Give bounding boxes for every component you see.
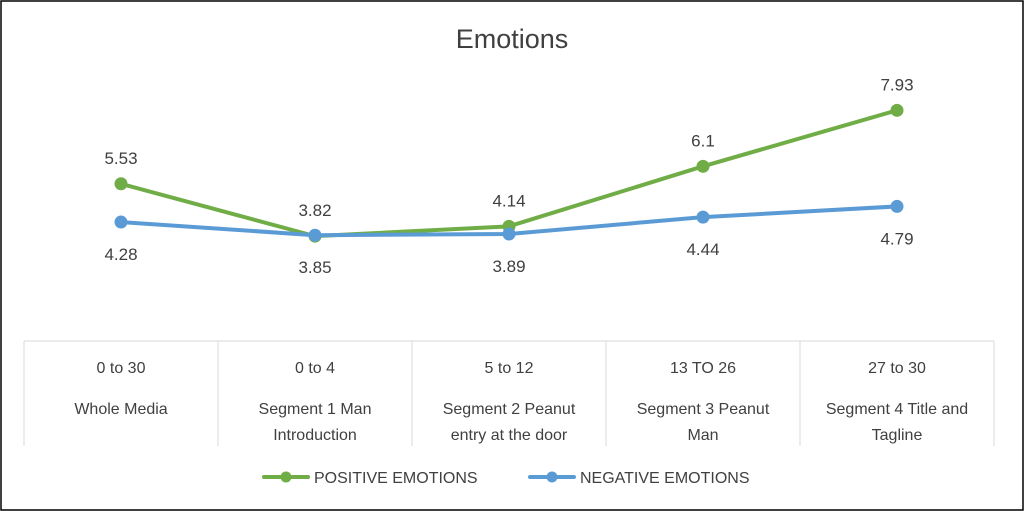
category-range-label: 0 to 30 xyxy=(97,360,146,377)
data-point xyxy=(890,103,904,117)
category-range-label: 13 TO 26 xyxy=(670,360,736,377)
legend-label: POSITIVE EMOTIONS xyxy=(314,470,478,487)
category-range-label: 0 to 4 xyxy=(295,360,335,377)
category-segment-label: Segment 4 Title and xyxy=(826,401,968,418)
data-label: 6.1 xyxy=(691,131,715,150)
category-segment-label: Segment 1 Man xyxy=(259,401,372,418)
category-segment-label: Introduction xyxy=(273,427,357,444)
data-point xyxy=(114,215,128,229)
category-segment-label: entry at the door xyxy=(451,427,568,444)
data-label: 7.93 xyxy=(880,75,913,94)
category-segment-label: Tagline xyxy=(872,427,923,444)
data-point xyxy=(308,228,322,242)
data-label: 4.14 xyxy=(492,191,525,210)
legend-swatch-marker xyxy=(280,471,292,483)
data-point xyxy=(502,227,516,241)
data-label: 3.85 xyxy=(298,258,331,277)
category-segment-label: Whole Media xyxy=(74,401,167,418)
category-range-label: 5 to 12 xyxy=(485,360,534,377)
data-point xyxy=(890,199,904,213)
data-label: 3.82 xyxy=(298,201,331,220)
category-segment-label: Man xyxy=(687,427,718,444)
data-label: 3.89 xyxy=(492,257,525,276)
legend-label: NEGATIVE EMOTIONS xyxy=(580,470,750,487)
chart-title: Emotions xyxy=(456,24,569,54)
data-point xyxy=(696,210,710,224)
legend-swatch-marker xyxy=(546,471,558,483)
category-range-label: 27 to 30 xyxy=(868,360,926,377)
data-point xyxy=(696,159,710,173)
data-label: 4.44 xyxy=(686,240,719,259)
category-segment-label: Segment 3 Peanut xyxy=(637,401,770,418)
data-label: 4.79 xyxy=(880,229,913,248)
data-point xyxy=(114,177,128,191)
data-label: 4.28 xyxy=(104,245,137,264)
category-segment-label: Segment 2 Peanut xyxy=(443,401,576,418)
data-label: 5.53 xyxy=(104,149,137,168)
